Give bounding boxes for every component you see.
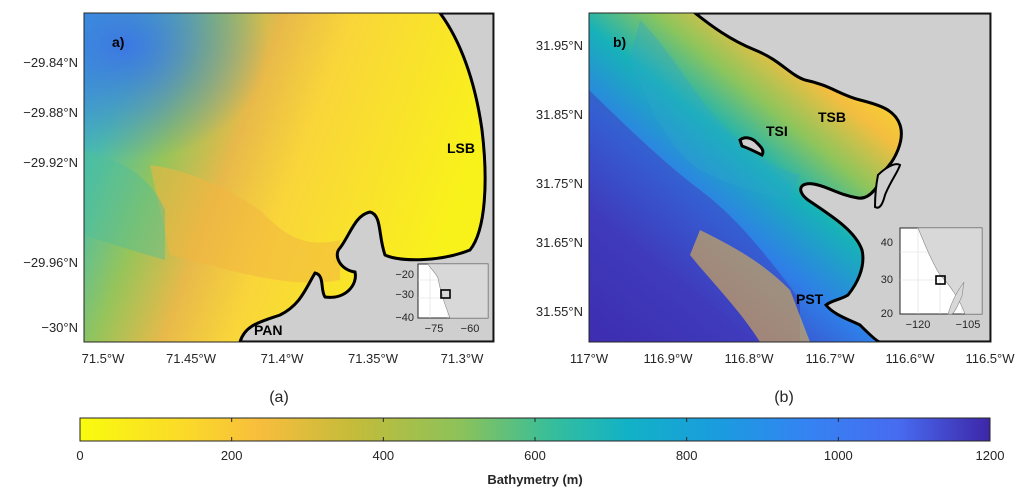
panel-a-label: a): [112, 34, 124, 50]
x-tick: 71.5°W: [82, 351, 126, 366]
svg-text:30: 30: [881, 274, 893, 286]
panel-b-map: b) TSI TSB PST 31.95°N 31.85°N 31.75°N 3…: [536, 12, 1015, 366]
x-tick: 116.9°W: [643, 351, 693, 366]
panel-b-x-axis: 117°W 116.9°W 116.8°W 116.7°W 116.6°W 11…: [570, 351, 1015, 366]
panel-b-label: b): [613, 34, 626, 50]
x-tick: 71.4°W: [261, 351, 305, 366]
y-tick: 31.95°N: [536, 38, 583, 53]
panel-a-land: [238, 13, 494, 342]
x-tick: 116.8°W: [724, 351, 774, 366]
panel-b-frame: [588, 12, 992, 343]
place-label-tsb: TSB: [818, 109, 846, 125]
svg-text:−20: −20: [395, 269, 414, 281]
y-tick: 31.55°N: [536, 304, 583, 319]
panel-b-y-axis: 31.95°N 31.85°N 31.75°N 31.65°N 31.55°N: [536, 38, 583, 319]
x-tick: 116.6°W: [885, 351, 935, 366]
colorbar-tick-label: 1200: [976, 448, 1005, 463]
x-tick: 71.35°W: [348, 351, 399, 366]
inset-continent: [427, 263, 489, 319]
x-tick: 117°W: [570, 351, 609, 366]
x-tick: 116.7°W: [805, 351, 855, 366]
svg-text:−120: −120: [906, 319, 931, 331]
svg-text:−75: −75: [425, 323, 444, 335]
panel-b-caption: (b): [774, 389, 794, 406]
y-tick: −29.88°N: [23, 105, 78, 120]
svg-text:40: 40: [881, 237, 893, 249]
inset-location-marker: [935, 275, 946, 285]
y-tick: −29.92°N: [23, 155, 78, 170]
colorbar-tick-label: 200: [221, 448, 243, 463]
svg-text:−40: −40: [395, 312, 414, 324]
y-tick: −29.96°N: [23, 255, 78, 270]
y-tick: −29.84°N: [23, 55, 78, 70]
panel-a-inset: −20 −30 −40 −75 −60: [395, 263, 489, 335]
x-tick: 71.45°W: [166, 351, 217, 366]
y-tick: 31.85°N: [536, 107, 583, 122]
colorbar: 0 200 400 600 800 1000 1200 Bathymetry (m): [76, 417, 1004, 487]
colorbar-title: Bathymetry (m): [487, 472, 582, 487]
svg-text:−60: −60: [461, 323, 480, 335]
place-label-lsb: LSB: [447, 140, 475, 156]
svg-text:−30: −30: [395, 289, 414, 301]
panel-a-frame: [83, 12, 495, 343]
y-tick: 31.75°N: [536, 176, 583, 191]
colorbar-tick-label: 600: [524, 448, 546, 463]
panel-b-inset: 40 30 20 −120 −105: [881, 227, 983, 331]
place-label-tsi: TSI: [766, 123, 788, 139]
colorbar-tick-label: 0: [76, 448, 83, 463]
inset-location-marker: [440, 289, 451, 299]
panel-a-x-axis: 71.5°W 71.45°W 71.4°W 71.35°W 71.3°W: [82, 351, 485, 366]
x-tick: 116.5°W: [965, 351, 1015, 366]
colorbar-tick-label: 800: [676, 448, 698, 463]
place-label-pst: PST: [796, 291, 824, 307]
island-todos-santos: [738, 136, 765, 157]
x-tick: 71.3°W: [441, 351, 485, 366]
y-tick: −30°N: [41, 320, 78, 335]
inset-continent: [917, 227, 983, 315]
y-tick: 31.65°N: [536, 235, 583, 250]
panel-a-map: a) LSB PAN −29.84°N −29.88°N −29.92°N −2…: [23, 12, 495, 366]
place-label-pan: PAN: [254, 322, 283, 338]
svg-text:−105: −105: [956, 319, 981, 331]
svg-text:20: 20: [881, 308, 893, 320]
panel-a-caption: (a): [269, 389, 289, 406]
colorbar-tick-label: 1000: [824, 448, 853, 463]
colorbar-ticks: 0 200 400 600 800 1000 1200: [76, 418, 1004, 463]
colorbar-tick-label: 400: [372, 448, 394, 463]
panel-a-y-axis: −29.84°N −29.88°N −29.92°N −29.96°N −30°…: [23, 55, 78, 335]
